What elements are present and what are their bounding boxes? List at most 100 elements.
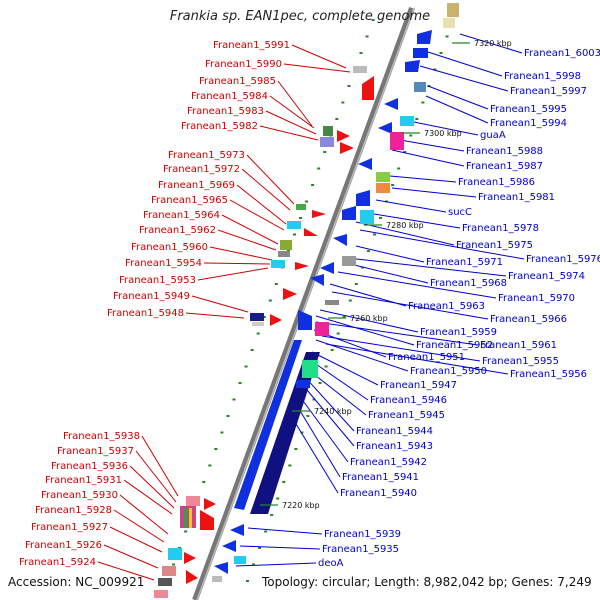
- gene-label-right[interactable]: Franean1_5939: [324, 529, 401, 540]
- gene-arrow: [186, 570, 198, 584]
- gene-label-right[interactable]: Franean1_5951: [388, 352, 465, 363]
- gene-label-right[interactable]: Franean1_5952: [416, 340, 493, 351]
- gene-label-right[interactable]: Franean1_5956: [510, 369, 587, 380]
- leader-line: [103, 544, 159, 569]
- gene-label-right[interactable]: Franean1_5986: [458, 177, 535, 188]
- gene-label-left[interactable]: Franean1_5948: [107, 308, 184, 319]
- gene-label-left[interactable]: Franean1_5949: [113, 291, 190, 302]
- gene-label-right[interactable]: Franean1_5963: [408, 301, 485, 312]
- leader-line: [391, 187, 477, 198]
- gene-label-right[interactable]: Franean1_5941: [342, 472, 419, 483]
- gene-label-right[interactable]: Franean1_5968: [430, 278, 507, 289]
- leader-line: [203, 262, 271, 265]
- gene-block: [296, 204, 306, 210]
- gene-label-right[interactable]: Franean1_5935: [322, 544, 399, 555]
- long-gene-arrow: [234, 340, 302, 510]
- gene-label-right[interactable]: Franean1_5947: [380, 380, 457, 391]
- gene-label-left[interactable]: Franean1_5972: [163, 164, 240, 175]
- gene-arrow: [184, 552, 196, 564]
- gene-label-left[interactable]: Franean1_5954: [125, 258, 202, 269]
- leader-line: [295, 403, 341, 478]
- gene-label-left[interactable]: Franean1_5973: [168, 150, 245, 161]
- gene-label-left[interactable]: Franean1_5938: [63, 431, 140, 442]
- gene-label-right[interactable]: Franean1_5987: [466, 161, 543, 172]
- gene-label-left[interactable]: Franean1_5953: [119, 275, 196, 286]
- leader-line: [246, 154, 295, 205]
- gene-label-right[interactable]: Franean1_5970: [498, 293, 575, 304]
- leader-line: [359, 229, 525, 260]
- accession-text: Accession: NC_009921: [8, 575, 145, 589]
- gene-label-left[interactable]: Franean1_5964: [143, 210, 220, 221]
- gene-block: [234, 556, 246, 564]
- gene-label-right[interactable]: sucC: [448, 207, 472, 218]
- gene-label-right[interactable]: Franean1_5940: [340, 488, 417, 499]
- gene-label-left[interactable]: Franean1_5930: [41, 490, 118, 501]
- gene-label-right[interactable]: Franean1_5959: [420, 327, 497, 338]
- gene-label-left[interactable]: Franean1_5965: [151, 195, 228, 206]
- gene-label-right[interactable]: Franean1_5946: [370, 395, 447, 406]
- gene-label-left[interactable]: Franean1_5960: [131, 242, 208, 253]
- gene-label-left[interactable]: Franean1_5982: [181, 121, 258, 132]
- gene-label-right[interactable]: Franean1_5945: [368, 410, 445, 421]
- gene-label-right[interactable]: Franean1_5997: [510, 86, 587, 97]
- gene-label-right[interactable]: Franean1_5966: [490, 314, 567, 325]
- gene-block: [315, 322, 329, 336]
- gene-label-right[interactable]: Franean1_5943: [356, 441, 433, 452]
- gene-block: [158, 578, 172, 586]
- gene-label-left[interactable]: Franean1_5985: [199, 76, 276, 87]
- leader-line: [427, 51, 503, 77]
- gene-label-right[interactable]: Franean1_5988: [466, 146, 543, 157]
- leader-line: [259, 125, 319, 141]
- leader-line: [321, 335, 481, 362]
- gene-label-right[interactable]: deoA: [318, 558, 344, 569]
- gene-label-right[interactable]: Franean1_5950: [410, 366, 487, 377]
- leader-line: [403, 119, 479, 136]
- gene-label-right[interactable]: Franean1_5961: [480, 340, 557, 351]
- gene-label-right[interactable]: Franean1_5995: [490, 104, 567, 115]
- gene-label-left[interactable]: Franean1_5984: [191, 91, 268, 102]
- gene-block: [325, 300, 339, 305]
- gene-label-left[interactable]: Franean1_5931: [45, 475, 122, 486]
- leader-line: [419, 65, 509, 92]
- gene-label-right[interactable]: guaA: [480, 130, 506, 141]
- gene-arrow: [283, 288, 297, 300]
- gene-arrow: [342, 206, 356, 220]
- gene-label-left[interactable]: Franean1_5924: [19, 557, 96, 568]
- gene-label-left[interactable]: Franean1_5928: [35, 505, 112, 516]
- gene-label-right[interactable]: Franean1_6003: [524, 48, 600, 59]
- gene-label-right[interactable]: Franean1_5944: [356, 426, 433, 437]
- leader-line: [319, 309, 419, 333]
- gene-label-right[interactable]: Franean1_5978: [462, 223, 539, 234]
- leader-line: [217, 229, 277, 251]
- gene-label-left[interactable]: Franean1_5936: [51, 461, 128, 472]
- gene-label-right[interactable]: Franean1_5955: [482, 356, 559, 367]
- gene-label-right[interactable]: Franean1_5971: [426, 257, 503, 268]
- backbone-line: [192, 6, 415, 600]
- gene-label-left[interactable]: Franean1_5990: [205, 59, 282, 70]
- gene-label-right[interactable]: Franean1_5998: [504, 71, 581, 82]
- gene-label-right[interactable]: Franean1_5976: [526, 254, 600, 265]
- gene-block: [280, 240, 292, 250]
- kbp-label: 7220 kbp: [282, 501, 320, 510]
- gene-label-right[interactable]: Franean1_5981: [478, 192, 555, 203]
- leader-line: [297, 393, 349, 463]
- gene-label-left[interactable]: Franean1_5991: [213, 40, 290, 51]
- gene-label-right[interactable]: Franean1_5994: [490, 118, 567, 129]
- gene-block: [320, 137, 334, 147]
- leader-line: [239, 545, 321, 550]
- gene-label-left[interactable]: Franean1_5927: [31, 522, 108, 533]
- leader-line: [135, 450, 177, 503]
- gene-label-right[interactable]: Franean1_5974: [508, 271, 585, 282]
- gene-label-left[interactable]: Franean1_5969: [158, 180, 235, 191]
- leader-line: [221, 214, 279, 245]
- gene-label-right[interactable]: Franean1_5942: [350, 457, 427, 468]
- leader-line: [141, 435, 179, 497]
- gene-label-left[interactable]: Franean1_5937: [57, 446, 134, 457]
- leader-line: [241, 168, 291, 211]
- gene-label-left[interactable]: Franean1_5983: [187, 106, 264, 117]
- gene-label-right[interactable]: Franean1_5975: [456, 240, 533, 251]
- leader-line: [283, 63, 351, 73]
- gene-label-left[interactable]: Franean1_5962: [139, 225, 216, 236]
- gene-label-left[interactable]: Franean1_5926: [25, 540, 102, 551]
